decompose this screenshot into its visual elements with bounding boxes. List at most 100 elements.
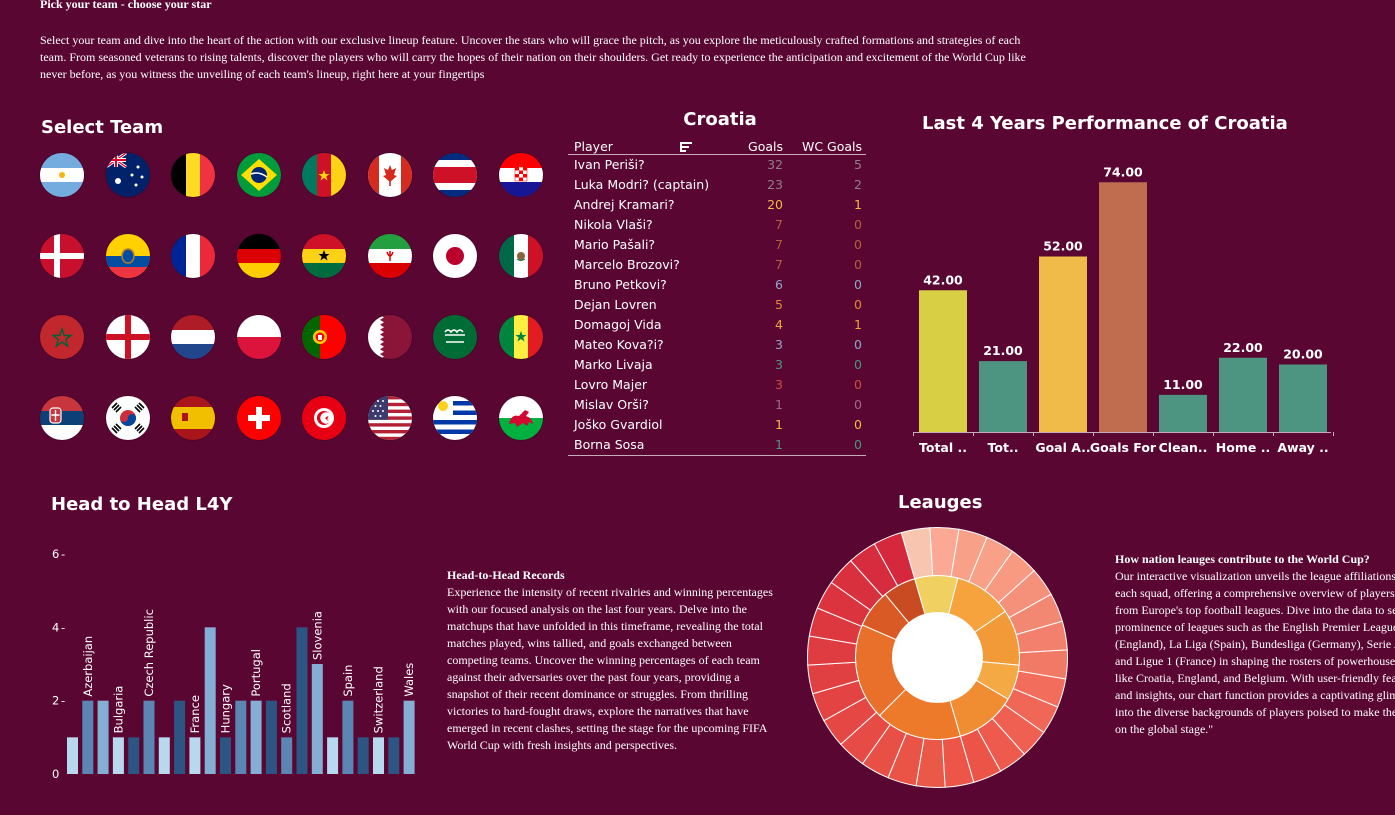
bar[interactable] (342, 700, 354, 774)
flag-netherlands-icon[interactable] (171, 315, 215, 359)
flag-switzerland-icon[interactable] (236, 396, 281, 440)
tick-label: Total .. (919, 440, 967, 455)
flag-iran-icon[interactable] (367, 234, 412, 278)
bar[interactable] (143, 700, 155, 774)
sort-icon[interactable] (680, 141, 692, 156)
player-wc-goals: 0 (854, 237, 862, 252)
flag-poland-icon[interactable] (236, 315, 281, 359)
flag-qatar-icon[interactable] (367, 315, 412, 359)
bar[interactable] (373, 737, 384, 774)
bar-label: Scotland (280, 683, 294, 733)
data-label: 74.00 (1103, 164, 1143, 179)
player-goals: 3 (775, 357, 783, 372)
player-name: Domagoj Vida (574, 317, 662, 332)
table-row[interactable]: Nikola Vlaši? 7 0 (568, 215, 866, 235)
flag-morocco-icon[interactable] (40, 315, 84, 359)
flag-croatia-icon[interactable] (498, 153, 543, 197)
flag-denmark-icon[interactable] (40, 234, 84, 278)
flag-senegal-icon[interactable] (498, 315, 543, 359)
bar[interactable] (1279, 364, 1327, 433)
column-header-wc-goals[interactable]: WC Goals (801, 139, 862, 154)
flag-canada-icon[interactable] (367, 153, 412, 197)
flag-cameroon-icon[interactable] (302, 153, 346, 197)
flag-france-icon[interactable] (171, 234, 215, 278)
flag-germany-icon[interactable] (236, 234, 281, 278)
table-row[interactable]: Joško Gvardiol 1 0 (568, 415, 866, 435)
flag-ghana-icon[interactable] (302, 234, 346, 278)
bar[interactable] (235, 700, 247, 774)
bar[interactable] (67, 737, 78, 774)
bar[interactable] (265, 700, 277, 774)
flag-costa-rica-icon[interactable] (433, 153, 477, 197)
bar[interactable] (82, 700, 94, 774)
table-row[interactable]: Mateo Kova?i? 3 0 (568, 335, 866, 355)
player-name: Marcelo Brozovi? (574, 257, 680, 272)
bar[interactable] (158, 737, 170, 774)
data-label: 20.00 (1283, 347, 1323, 362)
table-row[interactable]: Mario Pašali? 7 0 (568, 235, 866, 255)
intro-title: Pick your team - choose your star (40, 0, 212, 11)
flag-usa-icon[interactable] (367, 396, 412, 440)
flag-mexico-icon[interactable] (498, 234, 543, 278)
bar[interactable] (220, 737, 231, 774)
flag-brazil-icon[interactable] (236, 153, 281, 197)
flag-ecuador-icon[interactable] (105, 234, 150, 278)
bar[interactable] (979, 361, 1027, 432)
bar[interactable] (189, 737, 201, 774)
bar[interactable] (204, 627, 216, 774)
bar[interactable] (97, 700, 109, 774)
flag-south-korea-icon[interactable] (105, 396, 150, 440)
flag-argentina-icon[interactable] (40, 153, 84, 197)
flag-australia-icon[interactable] (105, 153, 150, 197)
outer-segment[interactable] (873, 532, 916, 587)
player-wc-goals: 0 (854, 397, 862, 412)
bar[interactable] (403, 700, 415, 774)
flag-spain-icon[interactable] (171, 396, 215, 440)
bar[interactable] (1099, 182, 1147, 432)
table-row[interactable]: Dejan Lovren 5 0 (568, 295, 866, 315)
bar[interactable] (1159, 394, 1207, 432)
table-row[interactable]: Marko Livaja 3 0 (568, 355, 866, 375)
bar[interactable] (128, 737, 140, 774)
table-row[interactable]: Borna Sosa 1 0 (568, 435, 866, 455)
bar[interactable] (388, 737, 400, 774)
table-row[interactable]: Ivan Periši? 32 5 (568, 155, 866, 175)
flag-belgium-icon[interactable] (171, 153, 215, 197)
column-header-player[interactable]: Player (574, 139, 613, 154)
table-row[interactable]: Bruno Petkovi? 6 0 (568, 275, 866, 295)
flag-wales-icon[interactable] (498, 396, 543, 440)
flag-tunisia-icon[interactable] (302, 396, 346, 440)
player-name: Dejan Lovren (574, 297, 657, 312)
bar[interactable] (919, 290, 967, 432)
bar[interactable] (174, 700, 186, 774)
bar-label: Hungary (219, 684, 233, 733)
player-goals: 1 (775, 417, 783, 432)
table-row[interactable]: Domagoj Vida 4 1 (568, 315, 866, 335)
bar[interactable] (1039, 256, 1087, 433)
bar[interactable] (327, 737, 339, 774)
bar-label: Czech Republic (142, 609, 156, 697)
player-wc-goals: 0 (854, 357, 862, 372)
h2h-text: Head-to-Head Records Experience the inte… (447, 567, 777, 754)
table-row[interactable]: Mislav Orši? 1 0 (568, 395, 866, 415)
bar[interactable] (311, 664, 323, 774)
bar[interactable] (296, 627, 308, 774)
table-row[interactable]: Luka Modri? (captain) 23 2 (568, 175, 866, 195)
flag-saudi-arabia-icon[interactable] (433, 315, 477, 359)
flag-uruguay-icon[interactable] (433, 396, 477, 440)
data-label: 21.00 (983, 343, 1023, 358)
bar[interactable] (281, 737, 293, 774)
y-tick-label: 4 (52, 620, 59, 634)
table-row[interactable]: Marcelo Brozovi? 7 0 (568, 255, 866, 275)
table-row[interactable]: Andrej Kramari? 20 1 (568, 195, 866, 215)
flag-japan-icon[interactable] (433, 234, 477, 278)
flag-portugal-icon[interactable] (302, 315, 346, 359)
table-row[interactable]: Lovro Majer 3 0 (568, 375, 866, 395)
bar[interactable] (1219, 357, 1267, 432)
column-header-goals[interactable]: Goals (748, 139, 783, 154)
bar[interactable] (112, 737, 124, 774)
flag-england-icon[interactable] (105, 315, 150, 359)
bar[interactable] (250, 700, 262, 774)
bar[interactable] (357, 737, 369, 774)
flag-serbia-icon[interactable] (40, 396, 84, 440)
